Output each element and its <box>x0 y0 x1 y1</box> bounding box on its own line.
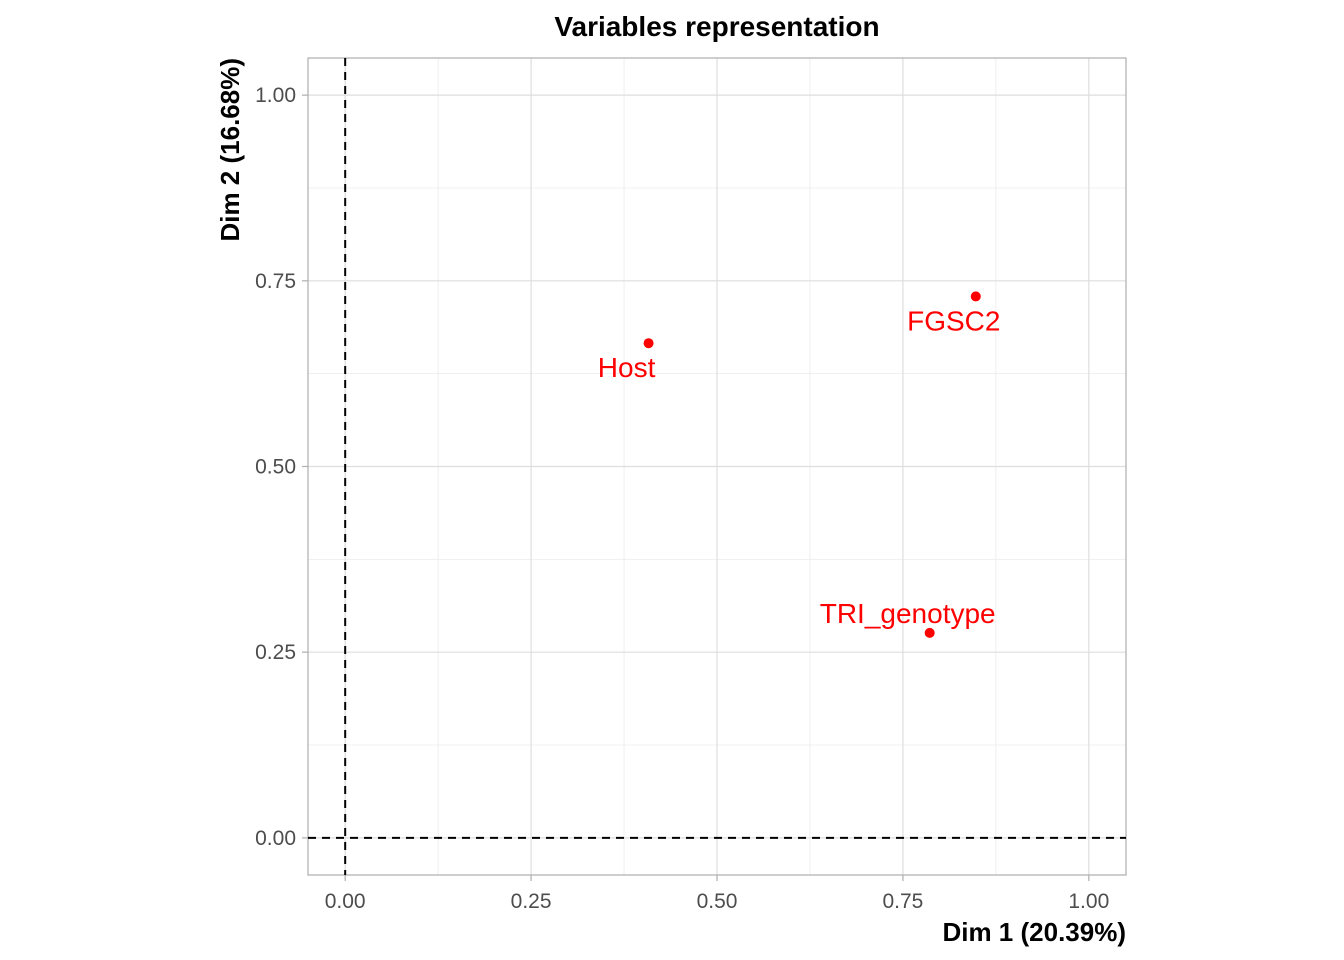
x-tick-label: 1.00 <box>1068 890 1109 913</box>
y-tick-label: 0.75 <box>255 270 296 293</box>
data-point <box>924 627 935 638</box>
y-axis-label: Dim 2 (16.68%) <box>215 58 245 242</box>
reference-lines <box>308 58 1126 875</box>
data-point-label: TRI_genotype <box>820 598 996 629</box>
chart-title: Variables representation <box>554 11 879 42</box>
x-tick-label: 0.75 <box>882 890 923 913</box>
data-points: Host FGSC2 TRI_genotype <box>598 291 1000 638</box>
data-point-label: FGSC2 <box>907 305 1000 336</box>
x-tick-label: 0.50 <box>697 890 738 913</box>
y-tick-label: 0.00 <box>255 827 296 850</box>
axis-ticks: 0.00 0.25 0.50 0.75 1.00 0.00 0.25 0.50 0.75 1.00 <box>255 84 1109 913</box>
data-point <box>970 291 981 302</box>
y-tick-label: 0.50 <box>255 456 296 479</box>
x-tick-label: 0.25 <box>511 890 552 913</box>
x-tick-label: 0.00 <box>325 890 366 913</box>
y-tick-label: 0.25 <box>255 641 296 664</box>
y-tick-label: 1.00 <box>255 84 296 107</box>
x-axis-label: Dim 1 (20.39%) <box>942 917 1126 947</box>
data-point-label: Host <box>598 352 656 383</box>
data-point <box>643 338 654 349</box>
